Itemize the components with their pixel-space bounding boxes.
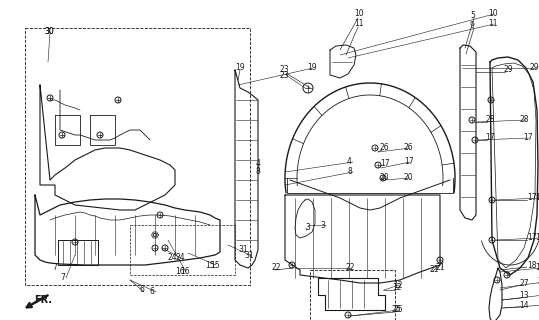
Text: 3: 3 [320,220,325,229]
Text: 13: 13 [519,292,529,300]
Text: 13: 13 [538,291,539,300]
Text: 17: 17 [380,158,390,167]
Text: 26: 26 [404,143,413,153]
Text: 7: 7 [52,263,57,273]
Text: 16: 16 [180,268,190,276]
Text: 22: 22 [272,263,281,273]
Text: 12: 12 [393,281,403,290]
Text: 23: 23 [280,70,289,79]
Text: 7: 7 [60,274,65,283]
Text: FR.: FR. [34,295,52,305]
Text: 17: 17 [523,133,533,142]
Text: 4: 4 [256,158,261,167]
Text: 14: 14 [519,300,529,309]
Text: 14: 14 [538,300,539,309]
Text: 18: 18 [535,263,539,273]
Text: 17: 17 [404,157,413,166]
Text: 24: 24 [168,253,178,262]
Text: 26: 26 [380,143,390,153]
Text: 31: 31 [238,245,247,254]
Text: 11: 11 [488,20,497,28]
Text: 24: 24 [175,253,185,262]
Text: 27: 27 [519,278,529,287]
Text: 16: 16 [175,268,185,276]
Text: 12: 12 [392,284,402,292]
Text: 22: 22 [345,263,355,273]
Text: 19: 19 [307,63,316,73]
Text: 25: 25 [392,306,402,315]
Text: 3: 3 [305,223,310,233]
Text: 30: 30 [44,28,54,36]
Text: 10: 10 [488,10,497,19]
Text: 29: 29 [530,63,539,73]
Text: 20: 20 [380,173,390,182]
Text: 6: 6 [150,287,155,297]
Text: 27: 27 [538,277,539,286]
Text: 17: 17 [485,133,495,142]
Text: 17: 17 [527,194,537,203]
Text: 23: 23 [280,66,289,75]
Text: 15: 15 [210,260,219,269]
Text: 19: 19 [235,63,245,73]
Text: 8: 8 [256,167,261,177]
Text: 28: 28 [485,116,494,124]
Text: 21: 21 [430,266,439,275]
Text: 6: 6 [140,285,145,294]
Text: 29: 29 [503,66,513,75]
Text: 20: 20 [404,173,413,182]
Text: 9: 9 [470,20,475,29]
Text: 28: 28 [520,116,529,124]
Text: 5: 5 [470,11,475,20]
Text: 18: 18 [527,260,536,269]
Text: 17: 17 [535,194,539,203]
Text: 11: 11 [354,20,363,28]
Text: 30: 30 [44,28,54,36]
Text: 17: 17 [527,234,537,243]
Text: 8: 8 [347,167,352,177]
Text: 31: 31 [244,251,254,260]
Text: 4: 4 [347,157,352,166]
Text: 25: 25 [393,306,403,315]
Text: 15: 15 [205,260,215,269]
Text: 10: 10 [354,10,364,19]
Text: 17: 17 [535,234,539,243]
Text: 21: 21 [436,263,446,273]
